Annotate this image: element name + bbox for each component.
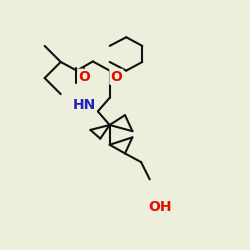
Text: OH: OH <box>148 200 171 213</box>
Text: HN: HN <box>72 98 96 112</box>
Text: O: O <box>110 70 122 84</box>
Text: O: O <box>78 70 90 84</box>
